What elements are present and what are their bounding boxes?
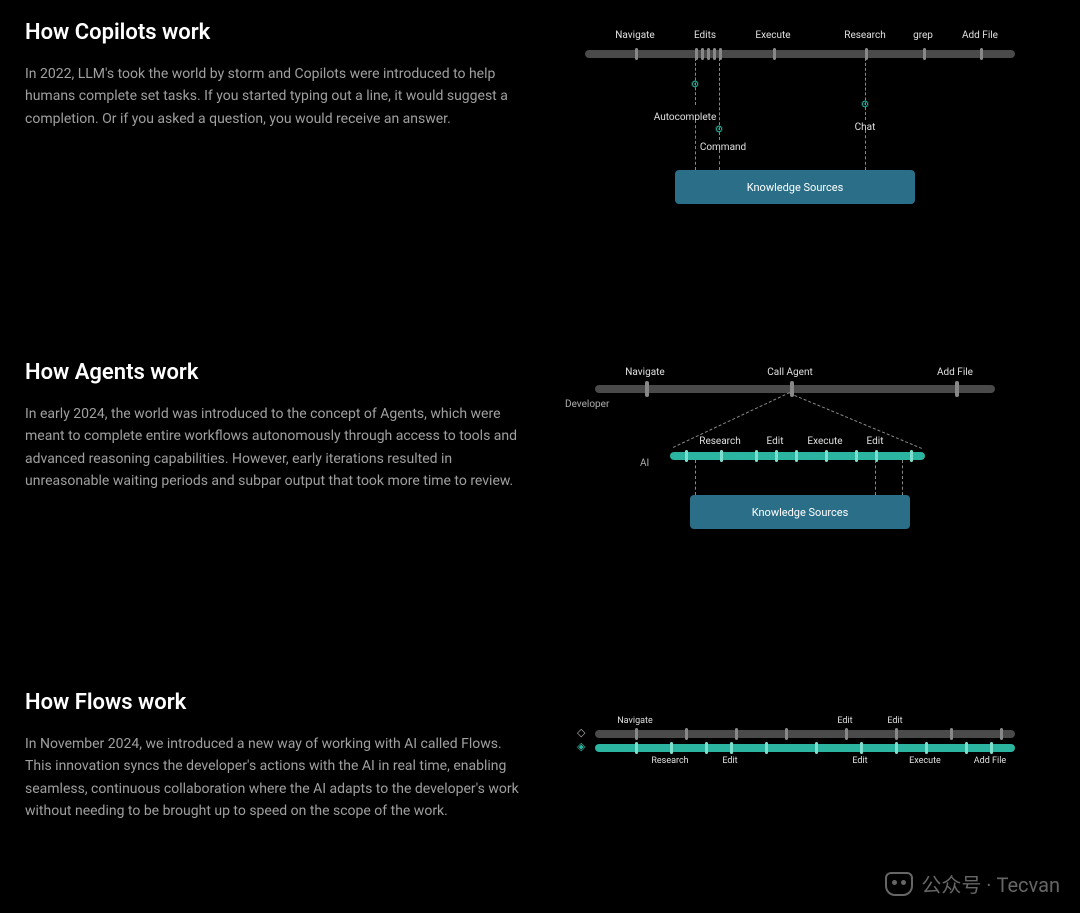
timeline-label: Edit — [837, 716, 852, 726]
developer-label: Developer — [565, 399, 609, 410]
gear-icon: ⚙ — [715, 125, 724, 136]
timeline-label: Edit — [887, 716, 902, 726]
dev-timeline — [595, 730, 1015, 738]
timeline-label: Research — [651, 756, 688, 766]
body-copilots: In 2022, LLM's took the world by storm a… — [25, 63, 525, 130]
heading-agents: How Agents work — [25, 360, 525, 385]
section-agents: How Agents work In early 2024, the world… — [0, 340, 1080, 670]
timeline-label: Research — [699, 436, 740, 447]
gear-icon: ⚙ — [691, 80, 700, 91]
connector-label: Autocomplete — [654, 112, 717, 123]
dev-timeline — [595, 385, 995, 393]
gear-icon: ⚙ — [861, 100, 870, 111]
timeline-label: Navigate — [625, 367, 664, 378]
diagram-copilots: Navigate Edits Execute Research grep Add File… — [555, 20, 1055, 340]
timeline-label: Execute — [807, 436, 842, 447]
diagram-agents: Navigate Call Agent Add File Developer Resea… — [555, 360, 1055, 670]
text-column: How Agents work In early 2024, the world… — [25, 360, 525, 670]
timeline-label: Call Agent — [767, 367, 813, 378]
timeline-label: grep — [913, 30, 933, 41]
watermark-text: 公众号 · Tecvan — [921, 869, 1060, 898]
timeline-bar — [585, 50, 1015, 58]
timeline-label: Edit — [767, 436, 784, 447]
timeline-label: Execute — [909, 756, 941, 766]
timeline-label: Edits — [694, 30, 716, 41]
ai-label: AI — [640, 458, 649, 469]
timeline-label: Add File — [962, 30, 998, 41]
timeline-label: Add File — [937, 367, 973, 378]
body-agents: In early 2024, the world was introduced … — [25, 403, 525, 493]
timeline-label: Research — [844, 30, 885, 41]
wechat-icon — [885, 872, 913, 896]
timeline-label: Navigate — [615, 30, 654, 41]
timeline-label: Add File — [974, 756, 1006, 766]
knowledge-box: Knowledge Sources — [690, 495, 910, 529]
section-flows: How Flows work In November 2024, we intr… — [0, 670, 1080, 890]
text-column: How Copilots work In 2022, LLM's took th… — [25, 20, 525, 340]
timeline-label: Execute — [755, 30, 790, 41]
ai-timeline — [670, 452, 925, 460]
knowledge-box: Knowledge Sources — [675, 170, 915, 204]
timeline-label: Edit — [867, 436, 884, 447]
heading-flows: How Flows work — [25, 690, 525, 715]
section-copilots: How Copilots work In 2022, LLM's took th… — [0, 0, 1080, 340]
connector-label: Command — [700, 142, 746, 153]
diagram-flows: ◇◈ Navigate Edit Edit Research Edit Edit Execut… — [555, 690, 1055, 890]
ai-timeline — [595, 744, 1015, 752]
timeline-label: Navigate — [617, 716, 652, 726]
timeline-label: Edit — [852, 756, 867, 766]
ai-icon: ◈ — [577, 740, 585, 753]
heading-copilots: How Copilots work — [25, 20, 525, 45]
timeline-label: Edit — [722, 756, 737, 766]
body-flows: In November 2024, we introduced a new wa… — [25, 733, 525, 823]
text-column: How Flows work In November 2024, we intr… — [25, 690, 525, 890]
developer-icon: ◇ — [577, 726, 585, 739]
watermark: 公众号 · Tecvan — [885, 869, 1060, 898]
